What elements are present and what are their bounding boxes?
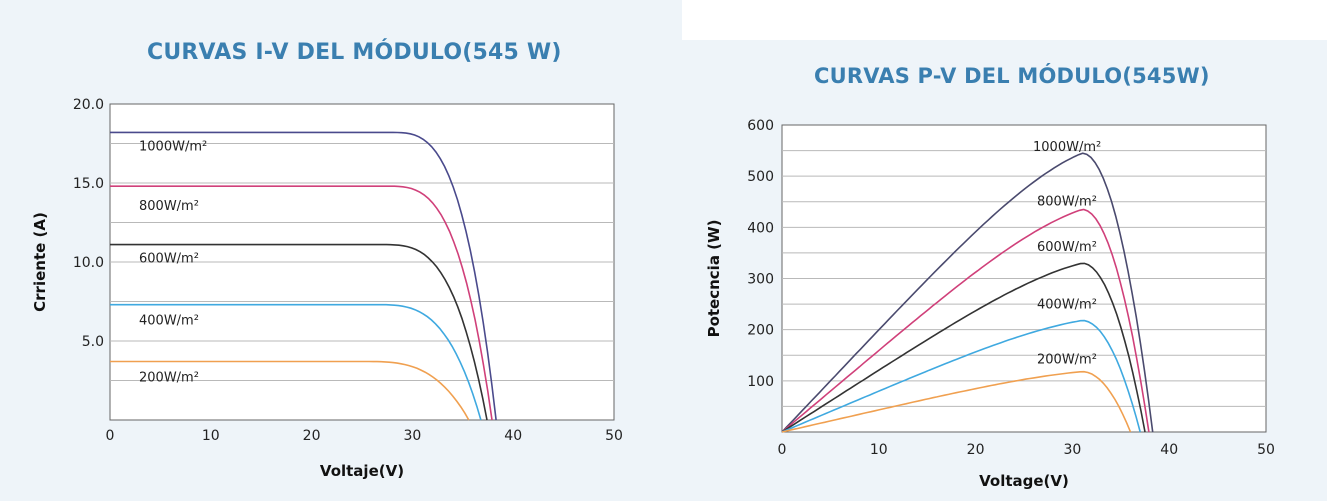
pv-x-axis-label: Voltage(V) <box>979 472 1069 490</box>
iv-curve-label: 200W/m² <box>139 371 199 386</box>
pv-curve-label: 800W/m² <box>1037 194 1097 209</box>
pv-chart-panel: CURVAS P-V DEL MÓDULO(545W) 100 200 300 400… <box>682 40 1327 501</box>
iv-x-tick-label: 30 <box>403 428 421 444</box>
iv-y-tick-label: 20.0 <box>73 97 104 113</box>
pv-x-tick-label: 50 <box>1257 442 1275 458</box>
iv-curve-3 <box>110 243 488 421</box>
pv-y-axis-label: Potecncia (W) <box>705 220 723 338</box>
pv-curve-label: 600W/m² <box>1037 240 1097 255</box>
pv-x-tick-label: 10 <box>870 442 888 458</box>
pv-x-tick-label: 30 <box>1063 442 1081 458</box>
pv-curve-1 <box>781 152 1154 433</box>
pv-y-tick-label: 300 <box>747 272 774 288</box>
iv-curve-5 <box>110 360 470 421</box>
pv-y-tick-label: 200 <box>747 323 774 339</box>
iv-curve-label: 400W/m² <box>139 314 199 329</box>
iv-curve-2 <box>110 185 493 421</box>
iv-chart-panel: CURVAS I-V DEL MÓDULO(545 W) 5.0 10.0 15.0… <box>0 0 682 501</box>
iv-curve-1 <box>110 131 497 421</box>
pv-x-tick-label: 20 <box>967 442 985 458</box>
iv-y-tick-label: 10.0 <box>73 255 104 271</box>
iv-x-tick-label: 10 <box>202 428 220 444</box>
pv-y-tick-label: 500 <box>747 169 774 185</box>
pv-curve-3 <box>781 262 1146 433</box>
iv-y-axis-label: Crriente (A) <box>31 212 49 312</box>
pv-curve-4 <box>781 319 1141 433</box>
pv-x-tick-label: 0 <box>778 442 787 458</box>
pv-curve-label: 200W/m² <box>1037 353 1097 368</box>
iv-x-tick-label: 0 <box>106 428 115 444</box>
iv-curve-4 <box>110 303 482 421</box>
iv-x-tick-label: 50 <box>605 428 623 444</box>
pv-curve-label: 1000W/m² <box>1033 140 1101 155</box>
iv-chart-title: CURVAS I-V DEL MÓDULO(545 W) <box>147 40 562 65</box>
iv-x-tick-label: 40 <box>504 428 522 444</box>
pv-y-tick-label: 600 <box>747 118 774 134</box>
iv-x-tick-label: 20 <box>303 428 321 444</box>
iv-curve-label: 800W/m² <box>139 199 199 214</box>
pv-y-tick-label: 100 <box>747 374 774 390</box>
pv-curve-label: 400W/m² <box>1037 297 1097 312</box>
pv-y-tick-label: 400 <box>747 220 774 236</box>
pv-curve-2 <box>781 208 1150 433</box>
pv-chart: 100 200 300 400 500 600 0 10 20 30 40 50 Voltage(V) P… <box>705 118 1275 490</box>
iv-curve-label: 1000W/m² <box>139 139 207 154</box>
pv-x-tick-label: 40 <box>1160 442 1178 458</box>
pv-chart-title: CURVAS P-V DEL MÓDULO(545W) <box>814 64 1210 88</box>
iv-x-axis-label: Voltaje(V) <box>320 462 404 480</box>
pv-curve-5 <box>781 370 1132 433</box>
iv-chart: 5.0 10.0 15.0 20.0 0 10 20 30 40 50 Voltaje(V) Crri… <box>31 97 623 480</box>
iv-y-tick-label: 15.0 <box>73 176 104 192</box>
iv-y-tick-label: 5.0 <box>82 334 104 350</box>
iv-curve-label: 600W/m² <box>139 252 199 267</box>
